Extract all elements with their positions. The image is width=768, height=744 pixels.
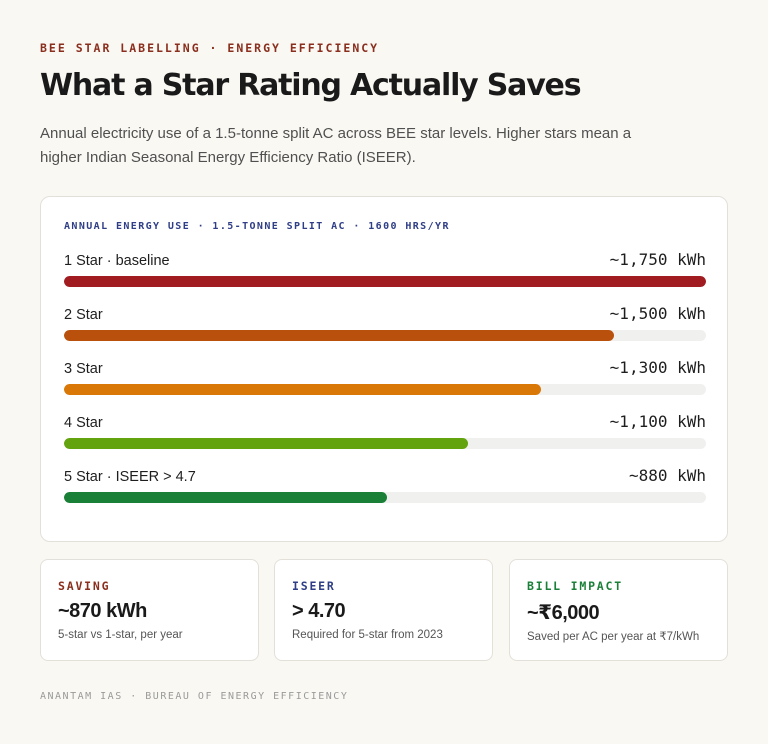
card-label: ISEER — [292, 579, 336, 593]
card-label: BILL IMPACT — [527, 579, 623, 593]
bar-track — [64, 384, 706, 395]
bar-2-star — [64, 330, 614, 341]
bar-track — [64, 330, 706, 341]
bill-impact-card: BILL IMPACT ~₹6,000 Saved per AC per yea… — [509, 559, 728, 661]
card-note: Required for 5-star from 2023 — [292, 629, 443, 641]
page-title: What a Star Rating Actually Saves — [40, 68, 582, 103]
card-label: SAVING — [58, 579, 111, 593]
chart-title: ANNUAL ENERGY USE · 1.5-TONNE SPLIT AC ·… — [64, 221, 450, 232]
bar-row-1-star: 1 Star · baseline ~1,750 kWh — [64, 250, 706, 293]
bar-value-label: ~1,300 kWh — [609, 358, 706, 377]
bar-label: 1 Star · baseline — [64, 253, 170, 269]
bar-4-star — [64, 438, 468, 449]
bar-track — [64, 276, 706, 287]
kicker: BEE STAR LABELLING · ENERGY EFFICIENCY — [40, 41, 380, 55]
card-note: Saved per AC per year at ₹7/kWh — [527, 631, 700, 643]
saving-card: SAVING ~870 kWh 5-star vs 1-star, per ye… — [40, 559, 259, 661]
footer-credit: ANANTAM IAS · BUREAU OF ENERGY EFFICIENC… — [40, 691, 349, 702]
bar-value-label: ~1,100 kWh — [609, 412, 706, 431]
card-value: > 4.70 — [292, 600, 346, 622]
bar-track — [64, 492, 706, 503]
bar-5-star — [64, 492, 387, 503]
bar-track — [64, 438, 706, 449]
bar-3-star — [64, 384, 541, 395]
bar-row-4-star: 4 Star ~1,100 kWh — [64, 412, 706, 455]
bar-label: 2 Star — [64, 307, 103, 323]
bar-row-3-star: 3 Star ~1,300 kWh — [64, 358, 706, 401]
bar-value-label: ~1,750 kWh — [609, 250, 706, 269]
bar-value-label: ~1,500 kWh — [609, 304, 706, 323]
card-value: ~₹6,000 — [527, 602, 600, 624]
card-value: ~870 kWh — [58, 600, 147, 622]
bar-value-label: ~880 kWh — [628, 466, 706, 485]
iseer-card: ISEER > 4.70 Required for 5-star from 20… — [274, 559, 493, 661]
bar-label: 5 Star · ISEER > 4.7 — [64, 469, 196, 485]
bar-row-5-star: 5 Star · ISEER > 4.7 ~880 kWh — [64, 466, 706, 509]
chart-panel: ANNUAL ENERGY USE · 1.5-TONNE SPLIT AC ·… — [40, 196, 728, 542]
bar-label: 3 Star — [64, 361, 103, 377]
bar-1-star — [64, 276, 706, 287]
card-note: 5-star vs 1-star, per year — [58, 629, 183, 641]
bar-label: 4 Star — [64, 415, 103, 431]
page-subtitle: Annual electricity use of a 1.5-tonne sp… — [40, 125, 632, 166]
bar-row-2-star: 2 Star ~1,500 kWh — [64, 304, 706, 347]
